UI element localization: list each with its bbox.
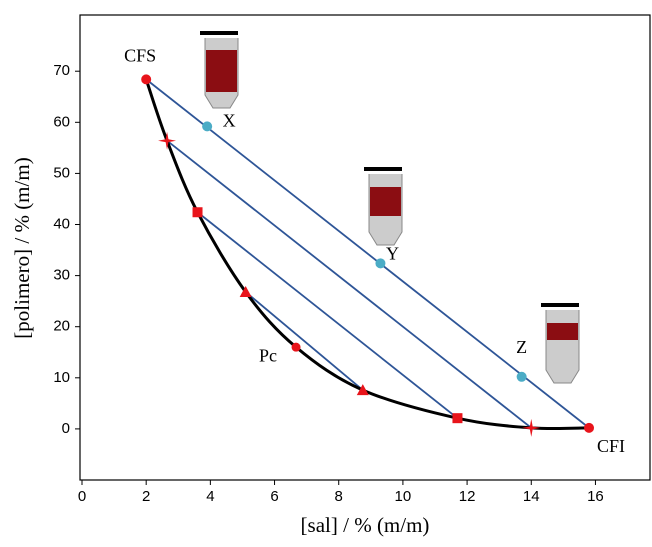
mixture-point [375,258,386,269]
y-tick-label: 10 [53,369,70,386]
tie-line [196,211,459,419]
x-tick-label: 16 [587,488,604,505]
phase-label: CFI [597,436,625,456]
tie-line [145,78,590,429]
x-tick-label: 14 [523,488,540,505]
plot-frame [79,14,651,481]
mixture-label: Z [516,337,527,357]
marker [356,384,369,396]
x-tick-label: 8 [335,488,343,505]
y-tick-label: 0 [62,420,70,437]
marker [452,413,463,424]
tie-line [166,139,532,429]
mixture-point [202,121,213,132]
y-axis-label: [polimero] / % (m/m) [10,157,34,338]
tube-icon [541,303,580,384]
marker [192,207,203,218]
phase-label: CFS [124,46,156,66]
marker [158,131,177,150]
y-tick-label: 20 [53,318,70,335]
mixture-point [516,371,527,382]
marker [141,74,152,85]
y-tick-label: 40 [53,215,70,232]
x-tick-label: 2 [142,488,150,505]
x-tick-label: 6 [270,488,278,505]
marker [584,422,595,433]
x-axis-label: [sal] / % (m/m) [301,513,430,537]
marker [522,418,541,437]
marker [239,285,252,297]
x-tick-label: 10 [395,488,412,505]
y-tick-label: 60 [53,113,70,130]
critical-label: Pc [259,345,277,365]
tube-icon [364,167,403,246]
x-tick-label: 12 [459,488,476,505]
y-tick-label: 50 [53,164,70,181]
mixture-label: X [223,111,236,131]
y-tick-label: 70 [53,62,70,79]
x-tick-label: 0 [78,488,86,505]
critical-point [291,342,301,352]
y-tick-label: 30 [53,267,70,284]
x-tick-label: 4 [206,488,214,505]
tie-line [245,291,364,391]
tube-icon [200,31,239,109]
mixture-label: Y [386,243,399,263]
